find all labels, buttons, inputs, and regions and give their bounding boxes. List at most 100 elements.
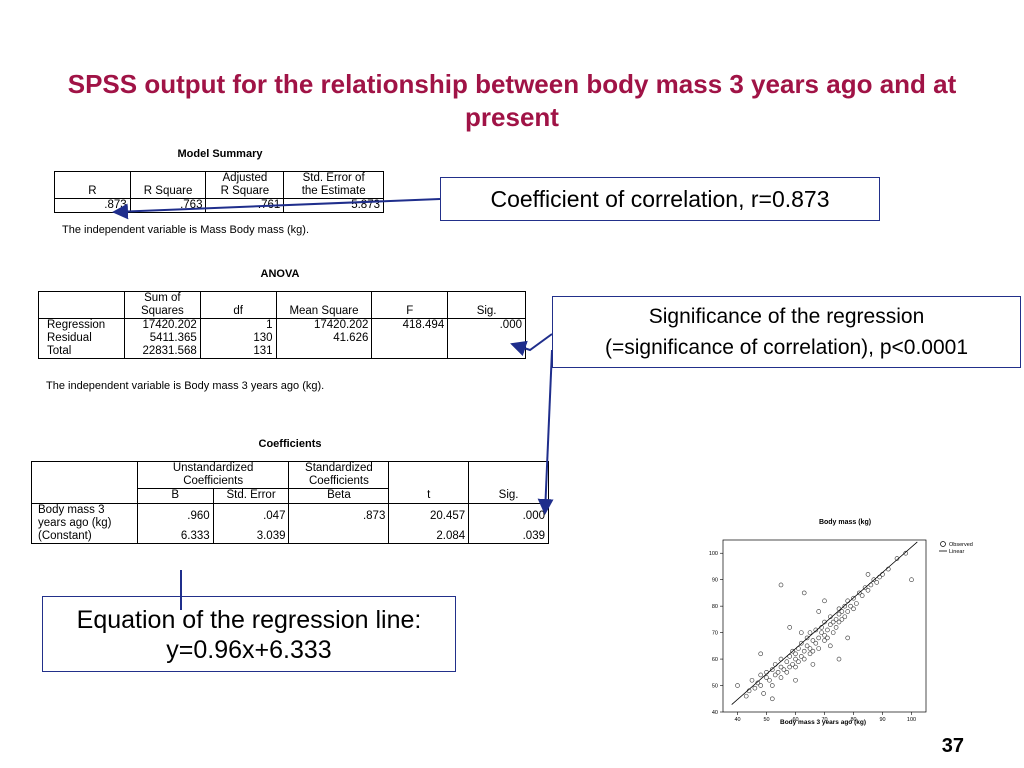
- x-tick-label: 100: [907, 717, 916, 723]
- cell-sig: .000: [499, 319, 522, 331]
- data-point: [810, 638, 816, 643]
- data-point: [772, 662, 778, 667]
- row-label: (Constant): [31, 529, 138, 543]
- model-summary-caption: Model Summary: [177, 148, 263, 160]
- cell-mean-square: 41.626: [276, 332, 373, 345]
- table-row: Body mass 3 years ago (kg) .960 .047 .87…: [31, 503, 549, 530]
- data-point: [799, 640, 804, 646]
- value-r-square: .763: [130, 198, 207, 213]
- data-point: [825, 627, 830, 633]
- data-point: [807, 651, 813, 657]
- data-point: [787, 625, 792, 630]
- cell-beta: [288, 529, 390, 543]
- data-point: [865, 572, 871, 577]
- data-point: [848, 603, 853, 609]
- header-cell: Adjusted: [205, 171, 285, 185]
- data-point: [830, 619, 836, 625]
- y-tick-label: 70: [712, 631, 718, 637]
- data-point: [772, 672, 778, 678]
- data-point: [859, 593, 865, 598]
- data-point: [862, 585, 868, 590]
- x-tick-label: 90: [879, 717, 885, 723]
- data-point: [770, 683, 775, 688]
- data-point: [787, 654, 792, 659]
- header-cell: [31, 461, 138, 489]
- data-point: [851, 606, 856, 612]
- data-point: [790, 662, 795, 667]
- header-cell: [38, 291, 125, 305]
- x-tick-label: 60: [792, 717, 798, 723]
- header-sig: Sig.: [447, 305, 526, 319]
- header-cell: Std. Error of: [302, 172, 365, 184]
- row-label-line2: years ago (kg): [38, 516, 112, 529]
- model-summary-footnote: The independent variable is Mass Body ma…: [62, 224, 310, 236]
- significance-line2: (=significance of correlation), p<0.0001: [604, 336, 969, 359]
- cell-std-error: 3.039: [213, 529, 290, 543]
- anova-caption: ANOVA: [260, 268, 300, 280]
- header-unstandardized-line2: Coefficients: [183, 475, 244, 487]
- data-point: [819, 630, 824, 635]
- data-point: [749, 677, 755, 683]
- header-cell: [388, 461, 470, 489]
- row-label-line1: Body mass 3: [38, 503, 105, 516]
- data-point: [801, 656, 807, 662]
- header-cell: [371, 291, 449, 305]
- data-point: [807, 630, 813, 635]
- cell-mean-square: [276, 345, 373, 359]
- data-point: [851, 595, 856, 601]
- header-standardized-line1: Standardized: [305, 462, 373, 474]
- cell-beta: .873: [288, 503, 390, 530]
- data-point: [770, 696, 775, 702]
- data-point: [778, 675, 784, 680]
- coefficients-caption: Coefficients: [258, 438, 322, 450]
- data-point: [857, 590, 862, 596]
- scatter-plot: Body mass (kg) 40 50 60 70 80 90 100 40 50 60 70 80…: [709, 519, 973, 726]
- row-label: Body mass 3 years ago (kg): [31, 503, 138, 530]
- equation-line2: y=0.96x+6.333: [166, 636, 332, 664]
- data-point: [799, 630, 804, 635]
- data-point: [778, 664, 784, 670]
- data-point: [836, 611, 842, 617]
- header-standardized: Standardized Coefficients: [288, 461, 390, 489]
- data-point: [778, 582, 784, 588]
- data-point: [761, 691, 766, 696]
- data-point: [810, 648, 816, 654]
- legend: Observed Linear: [939, 541, 973, 555]
- x-tick-label: 50: [763, 717, 769, 723]
- table-row: Total 22831.568 131: [38, 345, 526, 359]
- table-row: (Constant) 6.333 3.039 2.084 .039: [31, 529, 549, 543]
- data-point: [909, 577, 914, 582]
- data-point: [842, 603, 848, 609]
- legend-observed: Observed: [949, 542, 973, 548]
- cell-mean-square: 17420.202: [276, 318, 373, 332]
- data-point: [871, 577, 877, 582]
- data-point: [816, 635, 821, 641]
- header-cell: [200, 291, 277, 305]
- slide-number: 37: [941, 735, 964, 757]
- data-point: [758, 651, 763, 657]
- cell-df: 130: [200, 332, 277, 345]
- cell-sum-of-squares: 17420.202: [124, 318, 201, 332]
- data-point: [845, 635, 850, 641]
- cell-b: 6.333: [137, 529, 214, 543]
- value-std-error: 5.873: [351, 199, 380, 211]
- data-point: [784, 659, 790, 665]
- row-label: Total: [38, 345, 125, 359]
- data-point: [836, 656, 842, 662]
- data-point: [813, 640, 819, 646]
- data-point: [743, 693, 749, 699]
- legend-linear: Linear: [949, 549, 964, 555]
- cell-sig: [448, 332, 526, 345]
- data-point: [816, 609, 821, 614]
- anova-table: Sum of Squares df Mean Square F Sig. Reg…: [38, 291, 526, 359]
- cell-df: 1: [200, 318, 277, 332]
- data-point: [752, 685, 758, 691]
- cell-t: 20.457: [388, 503, 470, 530]
- data-point: [839, 609, 845, 614]
- data-point: [854, 601, 859, 606]
- data-point: [830, 630, 836, 635]
- cell-sig: .039: [522, 529, 545, 542]
- data-point: [787, 664, 792, 670]
- header-cell: [54, 171, 131, 185]
- data-point: [828, 622, 833, 627]
